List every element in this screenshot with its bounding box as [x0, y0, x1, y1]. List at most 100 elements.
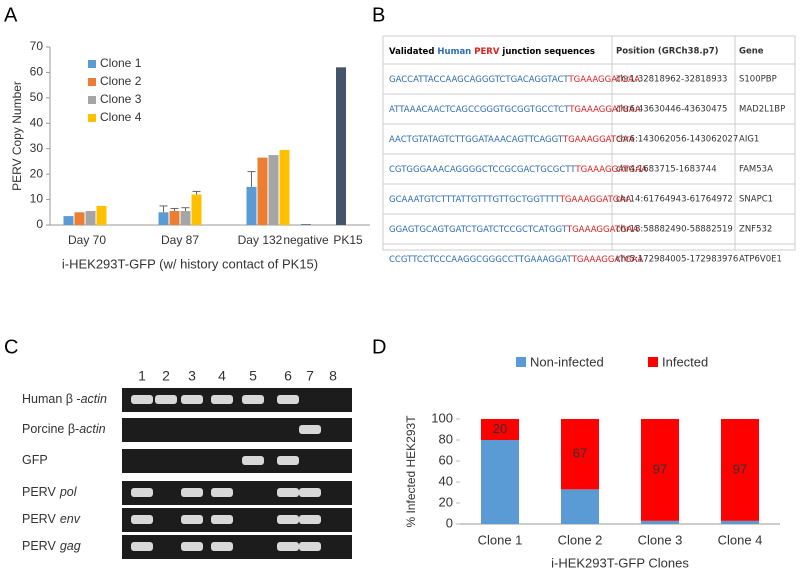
row-label-part: PERV	[22, 485, 56, 499]
bar-segment	[561, 419, 599, 490]
gel-band	[181, 515, 203, 524]
row-label-part: PERV	[22, 539, 56, 553]
header-part: PERV	[474, 47, 500, 57]
row-label: PERV env	[22, 512, 81, 526]
row-label: PERV gag	[22, 539, 81, 553]
gel-band	[299, 425, 321, 434]
position-cell: chr6:43630446-43630475	[616, 105, 727, 115]
perv-sequence: TGAAAGGATGAA	[574, 165, 647, 175]
sequence-cell: AACTGTATAGTCTTGGATAAACAGTTCAGGTTGAAAGGAT…	[389, 135, 635, 145]
header-part: Validated	[389, 47, 434, 57]
y-axis-title: PERV Copy Number	[10, 81, 24, 191]
lane-number: 5	[249, 368, 257, 384]
x-tick-label: PK15	[333, 233, 363, 247]
gel-strip	[122, 449, 352, 473]
panel-label: B	[372, 4, 385, 26]
human-sequence: GGAGTGCAGTGATCTGATCTCCGCTCATGGT	[389, 225, 568, 235]
x-tick-label: Clone 4	[718, 532, 763, 547]
legend-label: Clone 2	[100, 74, 142, 88]
gel-band	[211, 515, 233, 524]
lane-number: 1	[138, 368, 146, 384]
lane-number: 8	[329, 368, 337, 384]
data-label: 67	[573, 446, 587, 461]
bar	[74, 212, 85, 225]
row-label-part: Human β -	[22, 392, 81, 406]
legend-swatch	[88, 96, 96, 104]
x-tick-label: Day 87	[161, 233, 199, 247]
gene-cell: SNAPC1	[739, 195, 773, 205]
legend-swatch	[88, 78, 96, 86]
bar-segment	[721, 419, 759, 521]
row-label-part: Porcine β-	[22, 422, 79, 436]
x-tick-label: Day 132	[238, 233, 283, 247]
sequence-cell: GACCATTACCAAGCAGGGTCTGACAGGTACTTGAAAGGAT…	[389, 75, 640, 85]
gene-cell: MAD2L1BP	[739, 105, 785, 115]
gel-band	[181, 542, 203, 551]
gel-band	[131, 515, 153, 524]
position-cell: chr18:58882490-58882519	[616, 225, 733, 235]
bar	[336, 67, 346, 225]
gel-band	[277, 488, 299, 497]
header-cell: Validated Human PERV junction sequences	[389, 47, 595, 57]
bar	[257, 157, 268, 225]
sequence-cell: GGAGTGCAGTGATCTGATCTCCGCTCATGGTTGAAAGGAT…	[389, 225, 639, 235]
y-tick-label: 0	[446, 515, 453, 530]
gene-cell: FAM53A	[739, 165, 773, 175]
legend-swatch	[88, 60, 96, 68]
panel-label: C	[4, 336, 18, 358]
bar-segment	[561, 489, 599, 524]
x-tick-label: Clone 3	[638, 532, 683, 547]
panel-label: A	[4, 4, 18, 26]
gel-band	[299, 488, 321, 497]
bar-segment	[481, 440, 519, 524]
y-tick-label: 10	[30, 192, 44, 206]
legend-swatch	[648, 357, 658, 367]
x-tick-label: Clone 2	[558, 532, 603, 547]
gel-band	[242, 395, 264, 404]
gel-band	[299, 515, 321, 524]
lane-number: 3	[188, 368, 196, 384]
bar	[158, 212, 169, 225]
data-label: 20	[493, 421, 507, 436]
gel-band	[181, 488, 203, 497]
sequence-cell: GCAAATGTCTTTATTGTTTGTTGCTGGTTTTTGAAAGGAT…	[389, 195, 631, 205]
perv-sequence: TGAAAGGATGAA	[568, 105, 641, 115]
bar	[301, 224, 311, 225]
gel-band	[277, 395, 299, 404]
legend-swatch	[88, 114, 96, 122]
row-label: Human β -actin	[22, 392, 107, 406]
gel-band	[211, 542, 233, 551]
perv-sequence: TGAAAGGATGAA	[562, 135, 635, 145]
bar-segment	[481, 419, 519, 440]
x-axis-title: i-HEK293T-GFP Clones	[551, 555, 689, 570]
x-axis-title: i-HEK293T-GFP (w/ history contact of PK1…	[62, 256, 318, 271]
bar	[180, 211, 191, 225]
lane-number: 6	[284, 368, 292, 384]
gel-band	[131, 395, 153, 404]
perv-sequence: TGAAAGGATGAA	[559, 195, 632, 205]
row-label-part: actin	[81, 392, 107, 406]
legend-label: Clone 3	[100, 92, 142, 106]
y-tick-label: 100	[431, 410, 453, 425]
y-tick-label: 60	[30, 65, 44, 79]
bar-segment	[641, 520, 679, 524]
lane-number: 4	[218, 368, 226, 384]
y-tick-label: 50	[30, 90, 44, 104]
table-frame	[382, 35, 796, 251]
perv-sequence: TGAAAGGATGAA	[567, 75, 640, 85]
bar	[279, 149, 290, 225]
position-cell: chr14:61764943-61764972	[616, 195, 733, 205]
sequence-cell: CGTGGGAAACAGGGGCTCCGCGACTGCGCTTTGAAAGGAT…	[389, 165, 647, 175]
legend-label: Infected	[662, 354, 708, 369]
row-label: PERV pol	[22, 485, 78, 499]
human-sequence: CGTGGGAAACAGGGGCTCCGCGACTGCGCTT	[389, 165, 576, 175]
row-label-part: GFP	[22, 453, 48, 467]
gene-cell: AIG1	[739, 135, 759, 145]
gel-band	[277, 515, 299, 524]
bar	[63, 216, 74, 225]
gel-band	[131, 542, 153, 551]
bar	[169, 211, 180, 225]
gel-band	[211, 395, 233, 404]
gel-band	[155, 395, 177, 404]
